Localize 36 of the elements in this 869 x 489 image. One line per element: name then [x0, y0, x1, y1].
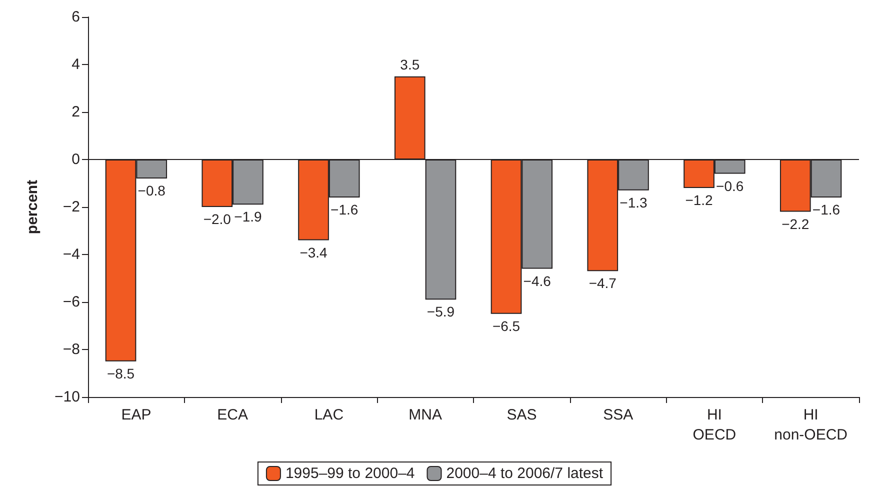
- y-tick-label: −6: [62, 294, 80, 310]
- legend-label: 1995–99 to 2000–4: [285, 465, 415, 482]
- data-label: −6.5: [492, 318, 520, 334]
- y-tick-label: −10: [54, 388, 80, 406]
- data-label: 3.5: [400, 56, 420, 72]
- y-tick-label: −8: [62, 341, 80, 358]
- data-label: −4.7: [588, 275, 617, 292]
- y-tick-label: 2: [72, 104, 80, 120]
- y-tick-label: 0: [72, 151, 80, 168]
- data-label: −2.0: [203, 211, 232, 227]
- data-label: −4.6: [523, 272, 552, 289]
- y-tick-label: −4: [62, 246, 80, 263]
- x-tick-label: LAC: [314, 406, 344, 424]
- y-tick-label: 4: [72, 56, 80, 73]
- x-tick-label: HI OECD: [692, 406, 736, 444]
- x-tick-label: HI non-OECD: [774, 406, 848, 444]
- data-label: −0.6: [716, 178, 744, 194]
- y-axis-title: percent: [24, 180, 41, 234]
- data-label: −8.5: [106, 365, 135, 382]
- x-tick-label: MNA: [408, 406, 442, 424]
- data-label: −3.4: [300, 244, 328, 260]
- y-tick-label: 6: [72, 8, 80, 26]
- x-tick-label: EAP: [121, 406, 152, 424]
- data-label: −5.9: [426, 304, 455, 320]
- data-label: −1.9: [234, 208, 262, 225]
- data-label: −2.2: [782, 216, 810, 232]
- x-tick-label: ECA: [217, 406, 248, 424]
- data-label: −1.3: [620, 194, 648, 210]
- data-label: −0.8: [138, 182, 166, 198]
- x-tick-label: SSA: [603, 406, 634, 424]
- data-label: −1.2: [685, 192, 714, 208]
- data-label: −1.6: [812, 202, 840, 218]
- y-tick-label: −2: [62, 198, 80, 216]
- x-tick-label: SAS: [506, 406, 537, 424]
- data-label: −1.6: [330, 202, 358, 218]
- legend-label: 2000–4 to 2006/7 latest: [446, 465, 604, 482]
